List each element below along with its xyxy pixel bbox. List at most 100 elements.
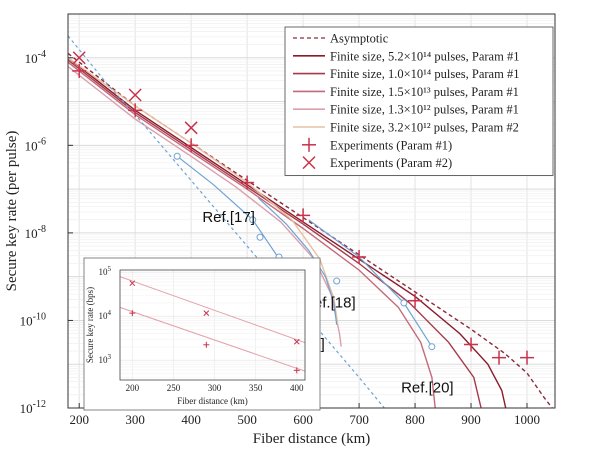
cross-b bbox=[129, 280, 136, 287]
inset-series-line bbox=[120, 306, 305, 372]
inset-x-tick-label: 200 bbox=[126, 383, 140, 393]
experiment-marker-plus bbox=[296, 208, 311, 223]
cross-b bbox=[293, 338, 300, 345]
x-tick-label: 600 bbox=[293, 412, 313, 427]
y-tick-exponent: -6 bbox=[38, 136, 46, 147]
y-tick-label: 10-6 bbox=[25, 136, 46, 153]
legend-entry-label: Finite size, 1.3×10¹² pulses, Param #1 bbox=[330, 103, 519, 117]
legend-entry-label: Finite size, 1.0×10¹⁴ pulses, Param #1 bbox=[330, 67, 519, 81]
ref-marker bbox=[256, 233, 264, 241]
legend-entry-label: Experiments (Param #2) bbox=[330, 156, 452, 170]
experiment-marker-plus bbox=[492, 350, 507, 365]
y-tick-exponent: -10 bbox=[33, 311, 46, 322]
axes: 200 300 400 500 600 700 800 900 100010-1210-1010… bbox=[4, 49, 540, 447]
inset-x-tick-label: 400 bbox=[290, 383, 304, 393]
ref-marker bbox=[400, 299, 408, 307]
y-tick-exponent: -12 bbox=[33, 399, 46, 410]
experiment-marker-plus bbox=[352, 249, 367, 264]
cross-b bbox=[302, 156, 316, 170]
experiment-marker-plus bbox=[184, 138, 199, 153]
series-line-ref17 bbox=[68, 35, 385, 408]
series-line-f5 bbox=[68, 57, 339, 325]
ref-marker bbox=[249, 216, 257, 224]
inset-marker-plus bbox=[129, 310, 136, 317]
y-tick-base: 10 bbox=[25, 138, 38, 153]
legend: Asymptotic Finite size, 5.2×10¹⁴ pulses, … bbox=[284, 26, 554, 176]
legend-swatch-plus bbox=[302, 137, 316, 152]
y-tick-exponent: -4 bbox=[38, 49, 46, 60]
inset-y-tick-base: 10 bbox=[99, 311, 109, 321]
experiment-marker-plus bbox=[72, 63, 87, 78]
ref-marker bbox=[333, 277, 341, 285]
x-tick-label: 800 bbox=[405, 412, 425, 427]
inset-marker-cross bbox=[129, 280, 136, 287]
legend-entry-label: Experiments (Param #1) bbox=[330, 138, 452, 152]
experiment-marker-plus bbox=[408, 293, 423, 308]
y-tick-base: 10 bbox=[20, 401, 33, 416]
inset-frame bbox=[119, 269, 306, 381]
x-tick-label: 400 bbox=[181, 412, 201, 427]
y-tick-base: 10 bbox=[25, 51, 38, 66]
legend-box bbox=[284, 26, 554, 176]
experiment-marker-cross bbox=[184, 121, 198, 135]
inset-y-tick-label: 103 bbox=[99, 353, 112, 365]
experiment-marker-cross bbox=[72, 51, 86, 65]
legend-entry-label: Finite size, 1.5×10¹³ pulses, Param #1 bbox=[330, 85, 519, 99]
legend-entry-label: Asymptotic bbox=[330, 32, 389, 46]
x-tick-label: 500 bbox=[237, 412, 257, 427]
inset-y-tick-base: 10 bbox=[99, 355, 109, 365]
inset-marker-cross bbox=[293, 338, 300, 345]
inset-marker-cross bbox=[203, 310, 210, 316]
ref-marker bbox=[428, 343, 436, 351]
inset-x-tick-label: 250 bbox=[167, 383, 181, 393]
ref-marker bbox=[173, 152, 181, 160]
experiment-marker-plus bbox=[464, 337, 479, 352]
inset-series-layer bbox=[120, 276, 305, 372]
y-tick-base: 10 bbox=[25, 226, 38, 241]
inset-y-tick-exponent: 4 bbox=[108, 309, 112, 317]
inset-x-axis-label: Fiber distance (km) bbox=[177, 396, 247, 406]
x-tick-label: 1000 bbox=[514, 412, 540, 427]
inset-y-tick-exponent: 3 bbox=[108, 353, 112, 361]
inset-y-tick-label: 105 bbox=[99, 265, 112, 277]
inset-y-axis-label: Secure key rate (bps) bbox=[85, 287, 95, 363]
experiment-marker-plus bbox=[240, 175, 255, 190]
x-axis-label: Fiber distance (km) bbox=[253, 431, 370, 447]
y-tick-label: 10-8 bbox=[25, 224, 46, 241]
y-tick-base: 10 bbox=[20, 313, 33, 328]
marker-layer bbox=[72, 51, 535, 365]
experiment-marker-plus bbox=[520, 350, 535, 365]
y-tick-exponent: -8 bbox=[38, 224, 46, 235]
inset-y-tick-label: 104 bbox=[99, 309, 112, 321]
cross-b bbox=[128, 88, 142, 102]
annotation-label: Ref.[20] bbox=[401, 380, 454, 397]
experiment-marker-cross bbox=[128, 88, 142, 102]
inset-x-tick-label: 300 bbox=[208, 383, 222, 393]
inset-y-tick-exponent: 5 bbox=[108, 265, 112, 273]
cross-b bbox=[203, 310, 210, 316]
experiment-marker-plus bbox=[128, 103, 143, 118]
legend-entry-label: Finite size, 5.2×10¹⁴ pulses, Param #1 bbox=[330, 49, 519, 63]
inset-marker-plus bbox=[293, 367, 300, 374]
x-tick-label: 700 bbox=[349, 412, 369, 427]
cross-b bbox=[184, 121, 198, 135]
series-line-f3 bbox=[68, 61, 436, 408]
inset-y-tick-base: 10 bbox=[99, 267, 109, 277]
y-tick-label: 10-4 bbox=[25, 49, 46, 66]
y-tick-label: 10-10 bbox=[20, 311, 46, 328]
x-tick-label: 200 bbox=[69, 412, 89, 427]
legend-entry-label: Finite size, 3.2×10¹² pulses, Param #2 bbox=[330, 121, 519, 135]
inset-x-tick-label: 350 bbox=[249, 383, 263, 393]
x-tick-label: 900 bbox=[461, 412, 481, 427]
y-axis-label: Secure key rate (per pulse) bbox=[4, 131, 20, 292]
series-line-f2 bbox=[68, 59, 482, 408]
series-layer bbox=[68, 35, 553, 408]
x-tick-label: 300 bbox=[125, 412, 145, 427]
inset-series-line bbox=[120, 276, 305, 344]
cross-b bbox=[72, 51, 86, 65]
inset-marker-plus bbox=[203, 341, 210, 348]
y-tick-label: 10-12 bbox=[20, 399, 46, 416]
legend-swatch-cross bbox=[302, 156, 316, 170]
